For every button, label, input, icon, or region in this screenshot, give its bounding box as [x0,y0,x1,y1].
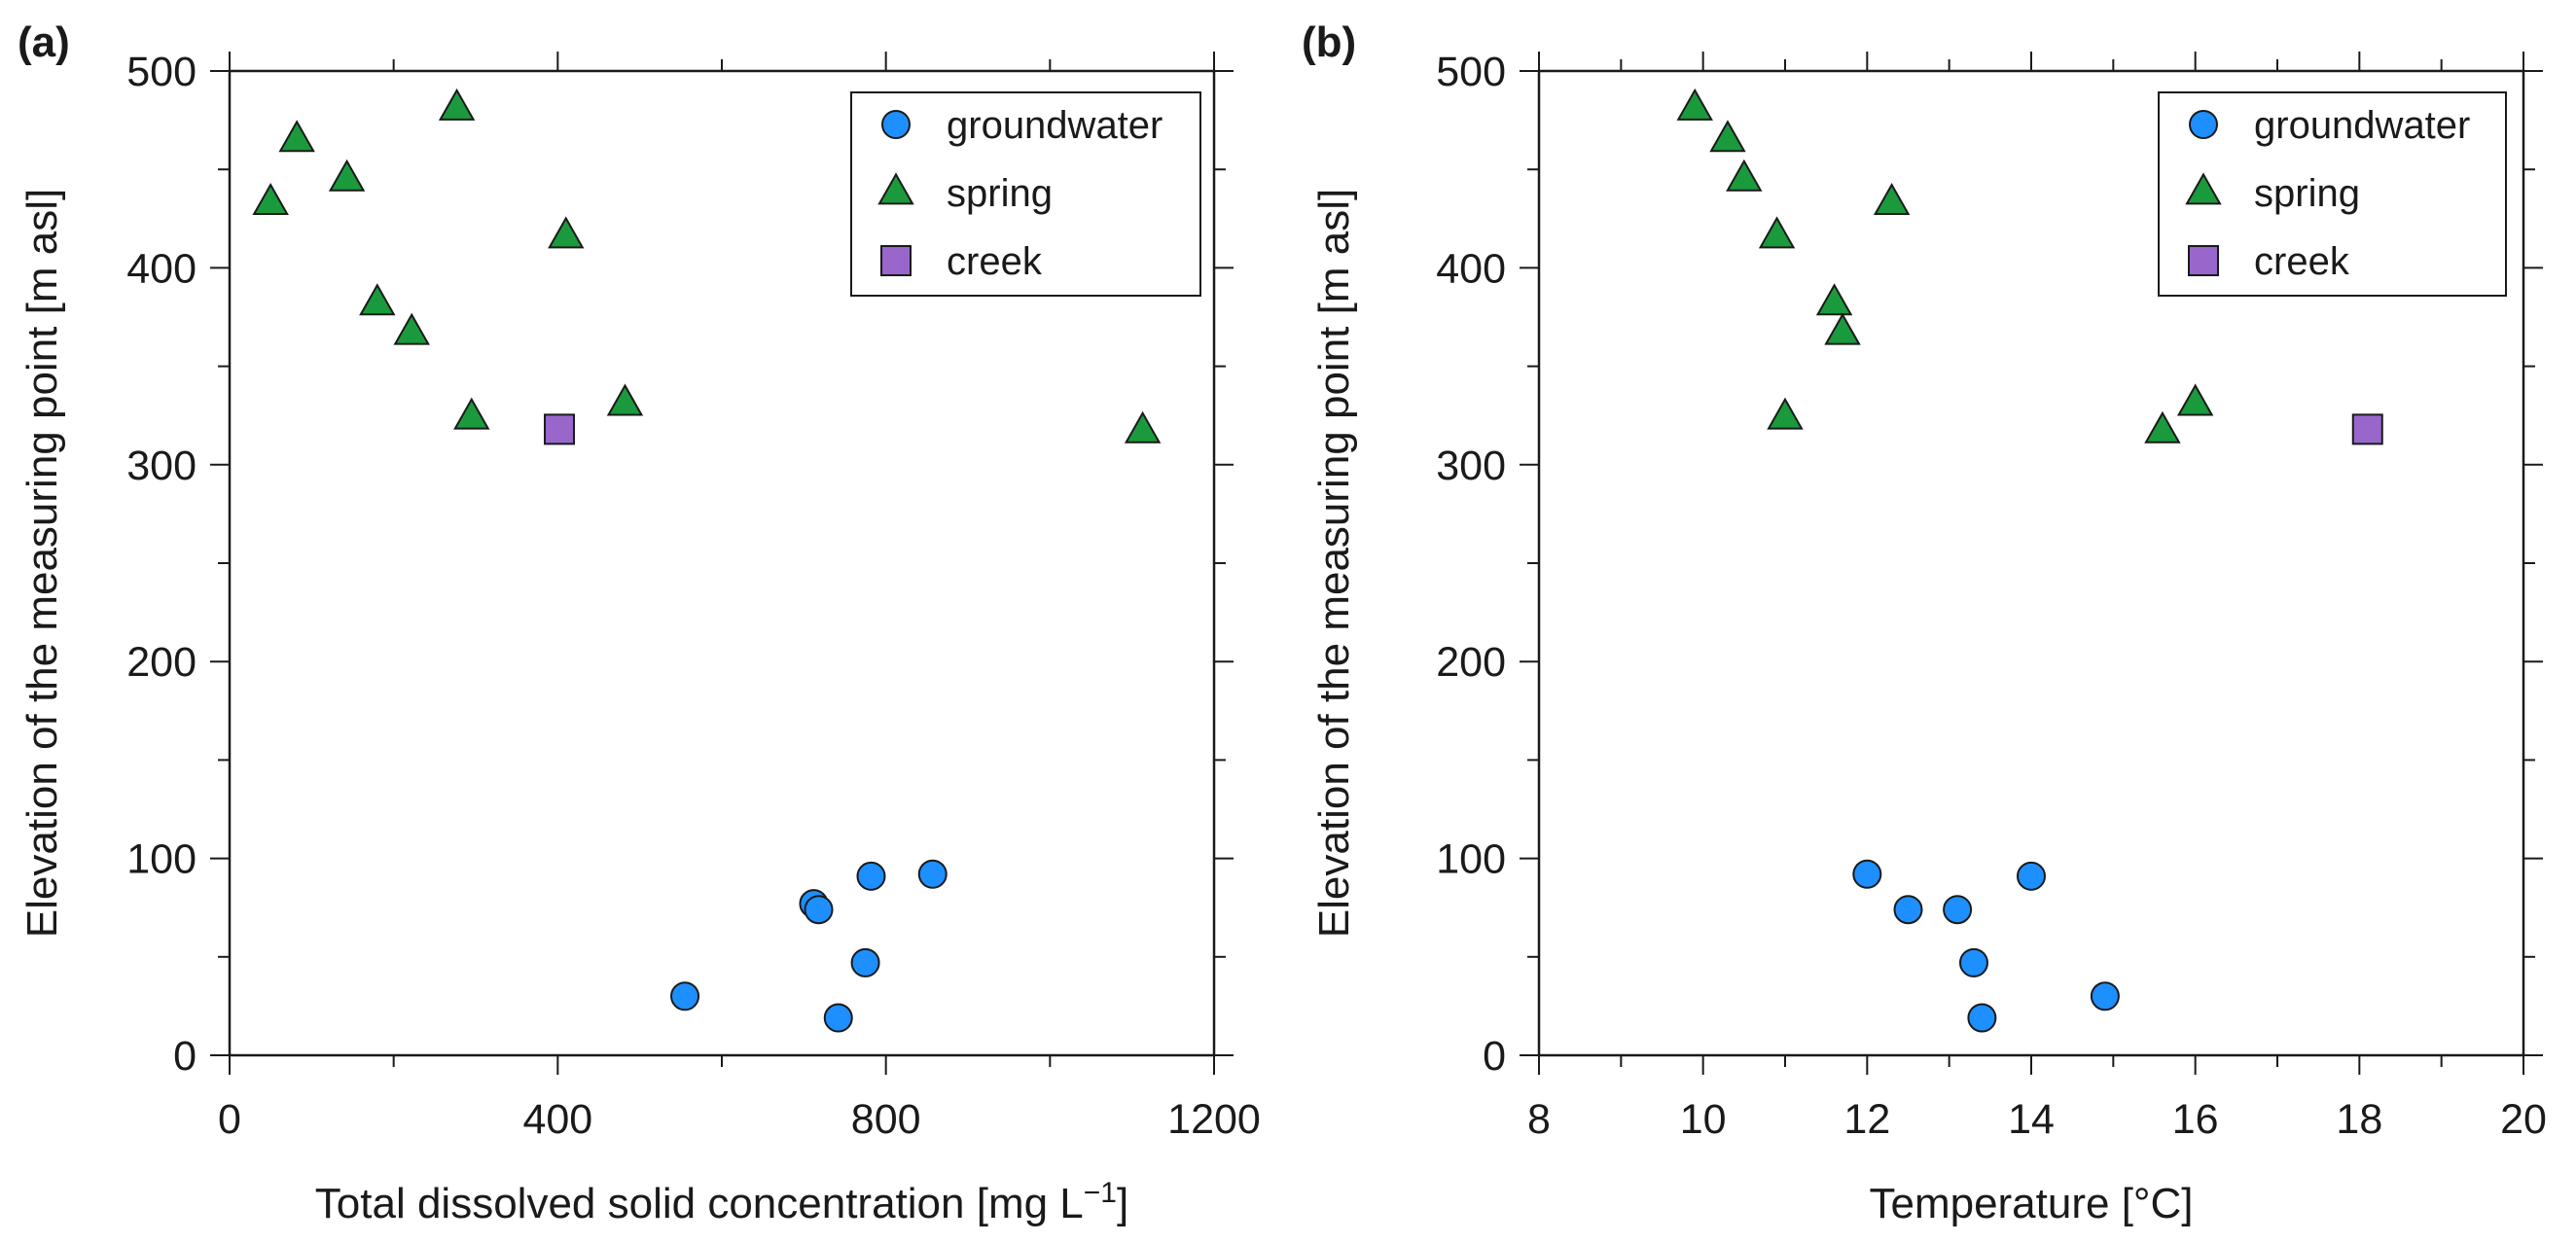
series-groundwater [1852,859,2120,1033]
x-tick-label: 400 [522,1096,592,1143]
legend-creek-marker [880,245,912,276]
y-tick-label: 400 [126,245,197,292]
spring-point [453,397,490,430]
legend-creek-marker [2188,245,2219,276]
panel-b: (b) [1302,18,1356,66]
series-groundwater [670,859,948,1033]
spring-point [1726,159,1763,192]
x-tick-label: 800 [851,1096,921,1143]
spring-point [1824,312,1861,345]
legend-spring-marker [877,172,914,205]
x-tick-label: 20 [2500,1096,2547,1143]
spring-point [438,88,476,121]
spring-point [1676,88,1713,121]
creek-point [544,413,576,445]
x-axis-label: Total dissolved solid concentration [mg … [315,1177,1128,1227]
y-axis-label: Elevation of the measuring point [m asl] [18,189,66,938]
panel-b-label: (b) [1302,18,1356,66]
y-tick-label: 500 [1436,49,1506,95]
x-tick-label: 12 [1843,1096,1890,1143]
spring-point [278,120,315,153]
legend-groundwater-label: groundwater [947,104,1163,147]
y-tick-label: 300 [126,443,197,489]
legend-groundwater-marker [2189,110,2218,139]
groundwater-point [1967,1003,1997,1033]
groundwater-point [1943,895,1973,925]
series-creek [2351,413,2383,445]
x-tick-label: 0 [218,1096,241,1143]
y-tick-label: 500 [126,49,197,95]
y-tick-label: 300 [1436,443,1506,489]
groundwater-point [1893,895,1923,925]
spring-point [1815,283,1853,316]
creek-point [2351,413,2383,445]
groundwater-point [823,1003,853,1033]
groundwater-point [850,947,880,977]
y-tick-label: 0 [173,1033,197,1080]
y-tick-label: 0 [1483,1033,1506,1080]
spring-point [1709,120,1746,153]
spring-point [548,216,585,249]
groundwater-point [1958,947,1988,977]
series-creek [544,413,576,445]
y-tick-label: 200 [126,639,197,686]
panel-a-plot: 0 100 200 300 400 500 0 400 800 1200 Elevation of … [18,49,1261,1227]
legend: groundwater spring creek [2158,91,2507,297]
spring-point [252,182,289,216]
panel-a-label: (a) [18,18,70,66]
x-tick-label: 16 [2172,1096,2219,1143]
y-axis-label: Elevation of the measuring point [m asl] [1310,189,1358,938]
spring-point [2144,410,2181,444]
legend-groundwater-label: groundwater [2254,104,2470,147]
legend: groundwater spring creek [850,91,1201,297]
legend-creek-label: creek [2254,240,2350,283]
x-tick-label: 1200 [1167,1096,1261,1143]
panel-a: (a) [18,18,70,66]
legend-spring-label: spring [947,172,1053,215]
spring-point [1758,216,1796,249]
legend-groundwater-marker [881,110,911,139]
groundwater-point [917,859,948,889]
spring-point [1873,182,1911,216]
x-tick-label: 18 [2336,1096,2382,1143]
groundwater-point [670,981,700,1012]
spring-point [606,383,644,416]
groundwater-point [804,895,834,925]
spring-point [2176,383,2214,416]
legend-creek-label: creek [947,240,1043,283]
groundwater-point [1852,859,1882,889]
series-spring [1676,88,2214,444]
y-tick-label: 200 [1436,639,1506,686]
groundwater-point [2090,981,2120,1012]
y-tick-label: 100 [1436,836,1506,883]
groundwater-point [856,861,886,891]
x-axis-label: Temperature [°C] [1869,1180,2193,1227]
series-spring [252,88,1162,444]
x-tick-label: 14 [2008,1096,2055,1143]
spring-point [328,159,366,192]
spring-point [1124,410,1162,444]
x-tick-label: 10 [1680,1096,1727,1143]
y-tick-label: 400 [1436,245,1506,292]
x-tick-label: 8 [1527,1096,1551,1143]
panel-b-plot: 0 100 200 300 400 500 8 10 12 14 16 18 20 Elevation o… [1310,49,2547,1227]
spring-point [1767,397,1804,430]
y-tick-label: 100 [126,836,197,883]
legend-spring-label: spring [2254,172,2360,215]
spring-point [359,283,396,316]
legend-spring-marker [2185,172,2222,205]
groundwater-point [2017,861,2046,891]
spring-point [393,312,430,345]
